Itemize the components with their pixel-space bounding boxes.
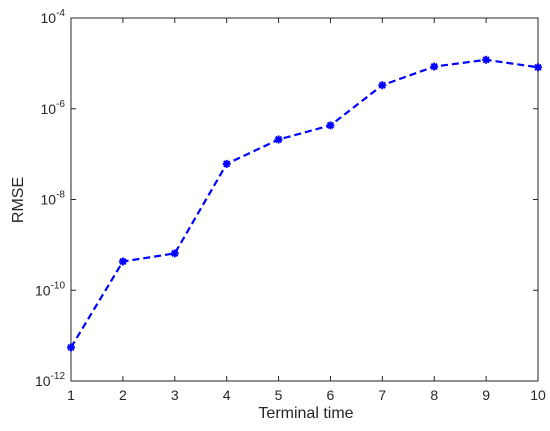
x-tick-label: 5 bbox=[275, 387, 283, 403]
y-tick-label: 10-6 bbox=[41, 99, 66, 117]
data-point bbox=[482, 55, 491, 64]
data-point bbox=[170, 249, 179, 258]
x-tick-label: 9 bbox=[482, 387, 490, 403]
x-axis-ticks: 1 2 3 4 5 6 7 8 9 10 bbox=[67, 18, 546, 403]
x-axis-label: Terminal time bbox=[258, 405, 353, 422]
x-tick-label: 1 bbox=[67, 387, 75, 403]
data-point bbox=[67, 343, 75, 352]
plot-box bbox=[70, 17, 539, 382]
data-point bbox=[222, 159, 231, 168]
x-tick-label: 4 bbox=[223, 387, 231, 403]
y-tick-label: 10-10 bbox=[35, 280, 65, 298]
x-tick-label: 6 bbox=[327, 387, 335, 403]
data-point bbox=[430, 62, 439, 71]
x-tick-label: 3 bbox=[171, 387, 179, 403]
x-tick-label: 8 bbox=[430, 387, 438, 403]
x-tick-label: 10 bbox=[530, 387, 546, 403]
data-point bbox=[118, 257, 127, 266]
y-axis-label: RMSE bbox=[10, 177, 27, 223]
series-line bbox=[70, 58, 539, 348]
series-layer bbox=[67, 55, 542, 352]
y-tick-label: 10-4 bbox=[41, 8, 66, 26]
y-axis-ticks: 10-12 10-10 10-8 10-6 10-4 bbox=[35, 8, 538, 389]
data-point bbox=[534, 63, 542, 72]
x-tick-label: 2 bbox=[119, 387, 127, 403]
plot-frame bbox=[70, 17, 539, 382]
x-tick-label: 7 bbox=[378, 387, 386, 403]
data-point bbox=[326, 121, 335, 130]
data-point bbox=[274, 135, 283, 144]
y-tick-label: 10-8 bbox=[41, 190, 66, 208]
y-tick-label: 10-12 bbox=[35, 371, 65, 389]
data-point bbox=[378, 81, 387, 90]
